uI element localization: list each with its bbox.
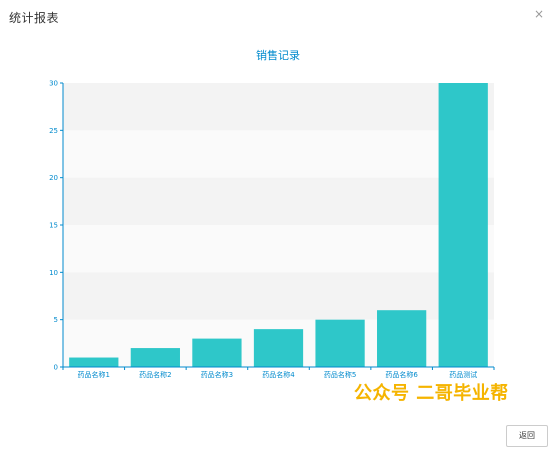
y-tick-label: 10: [49, 269, 58, 277]
back-button[interactable]: 返回: [506, 425, 548, 447]
bar-4[interactable]: [253, 329, 304, 367]
y-tick-label: 30: [49, 80, 58, 88]
x-tick-label: 药品测试: [449, 370, 477, 379]
bar-7[interactable]: [438, 83, 488, 367]
y-tick-label: 15: [49, 222, 58, 230]
y-tick-label: 20: [49, 174, 58, 182]
bar-1[interactable]: [69, 357, 119, 367]
y-tick-label: 0: [54, 364, 58, 372]
grid-band: [63, 83, 494, 131]
grid-band: [63, 272, 494, 320]
grid-band: [63, 130, 494, 178]
close-icon[interactable]: ×: [533, 7, 545, 21]
dialog-title: 统计报表: [9, 11, 60, 25]
grid-band: [63, 225, 494, 273]
bar-6[interactable]: [377, 310, 427, 367]
x-tick-label: 药品名称4: [262, 370, 295, 379]
x-tick-label: 药品名称6: [385, 370, 418, 379]
grid-band: [63, 177, 494, 225]
x-tick-label: 药品名称1: [78, 370, 110, 379]
bar-2[interactable]: [130, 348, 180, 367]
y-tick-label: 25: [49, 127, 58, 135]
chart-title: 销售记录: [256, 48, 300, 62]
x-tick-label: 药品名称3: [201, 370, 233, 379]
x-tick-label: 药品名称5: [324, 370, 356, 379]
watermark-text: 公众号 二哥毕业帮: [354, 383, 509, 404]
bar-3[interactable]: [192, 338, 242, 367]
bar-5[interactable]: [315, 319, 365, 367]
y-tick-label: 5: [54, 316, 58, 324]
x-tick-label: 药品名称2: [139, 370, 171, 379]
